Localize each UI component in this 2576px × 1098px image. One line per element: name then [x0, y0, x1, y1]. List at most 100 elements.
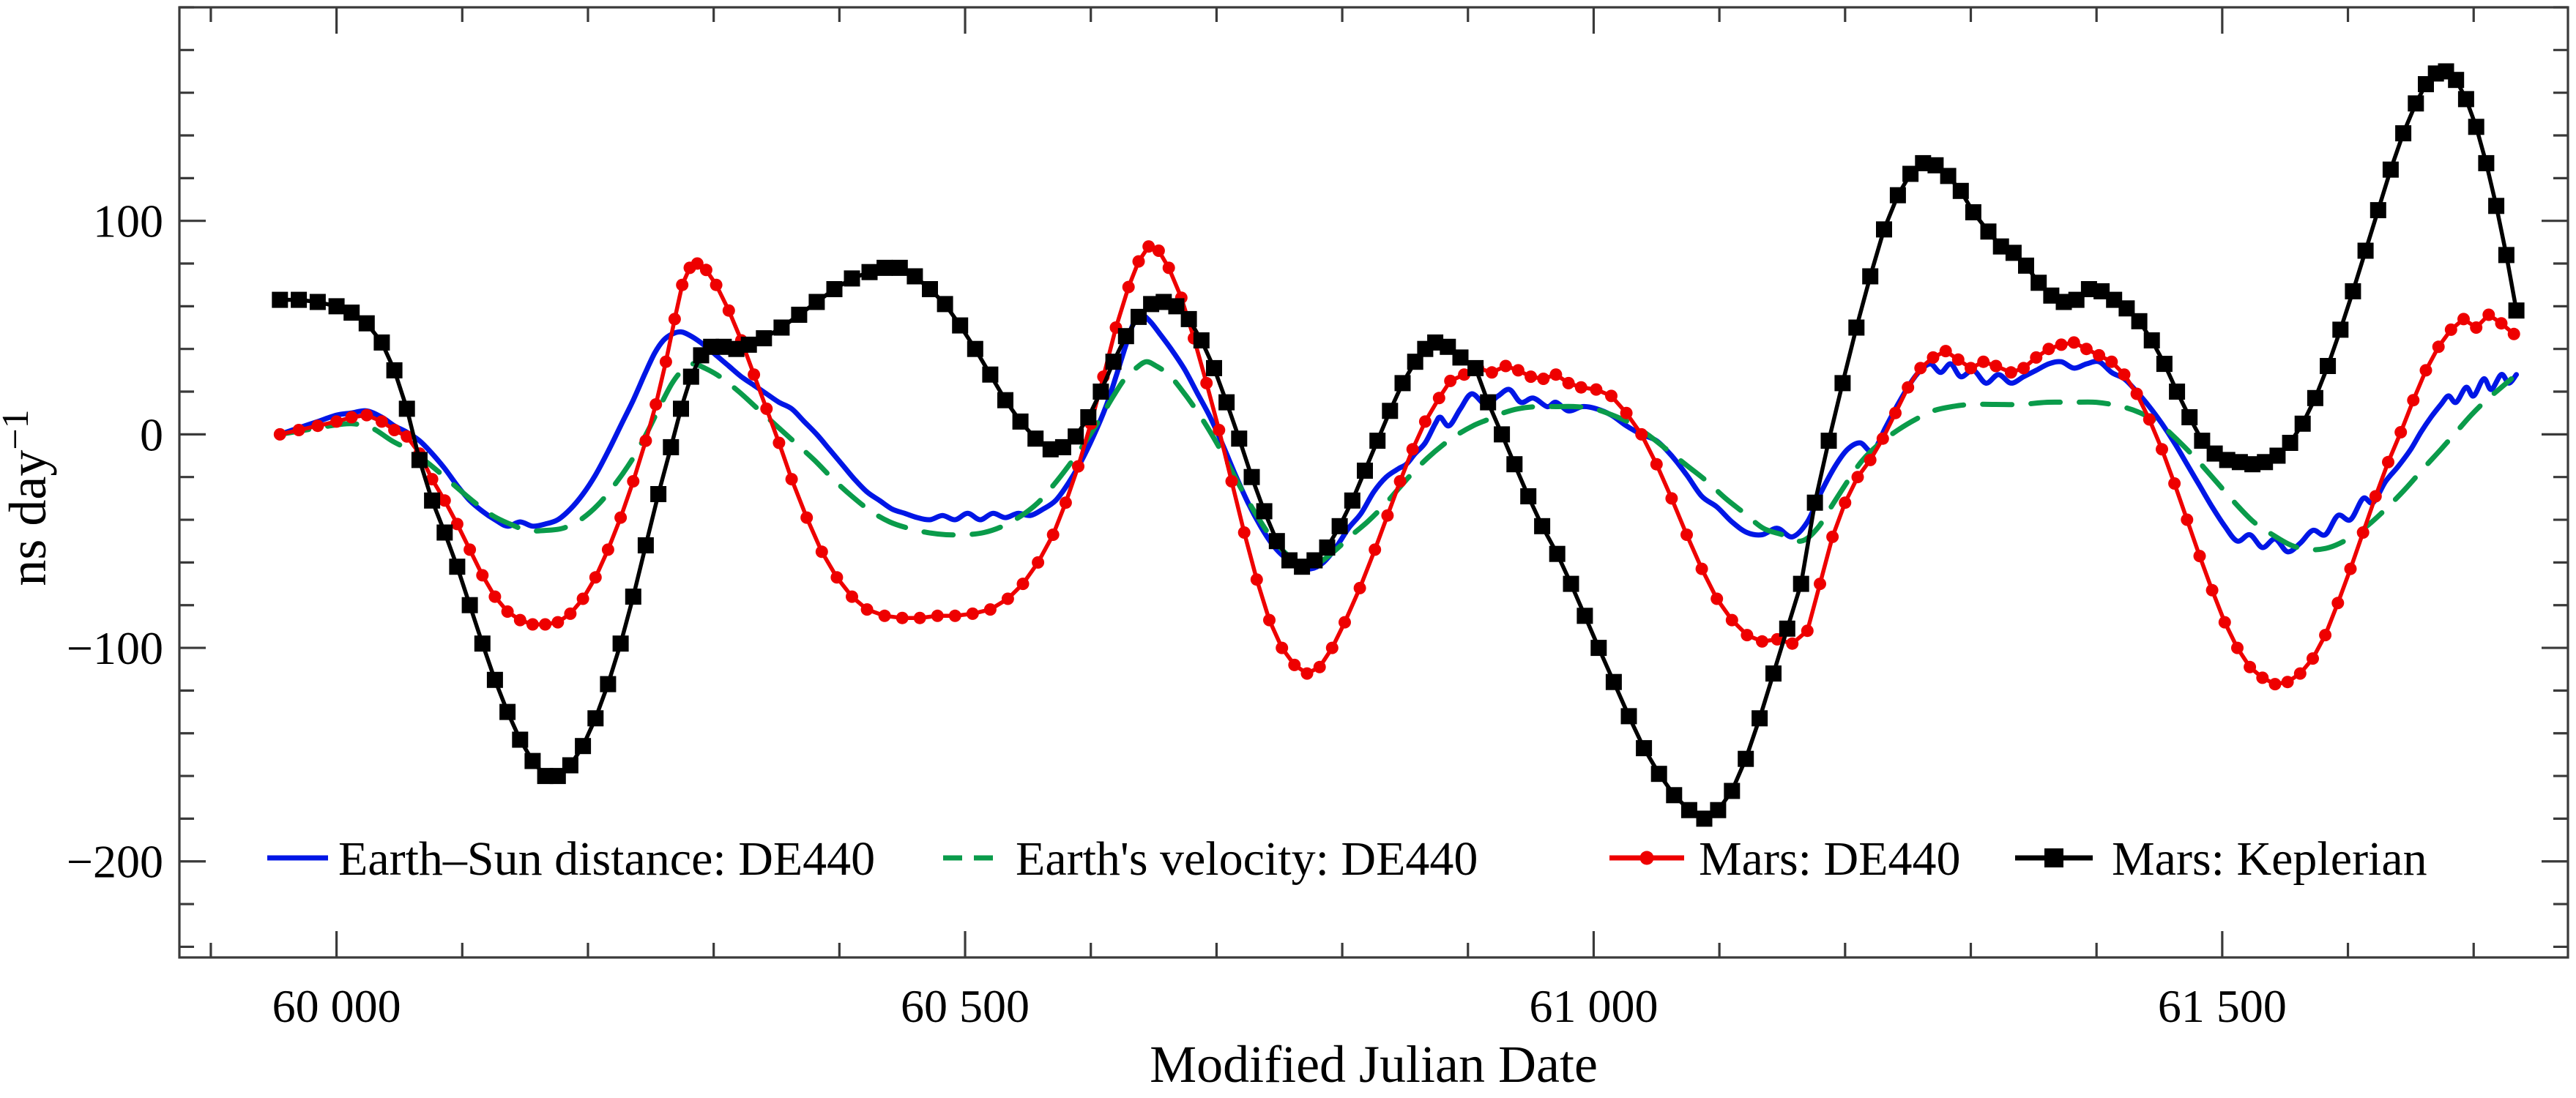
data-point-square — [1452, 349, 1469, 366]
data-point-square — [967, 340, 983, 357]
data-point-dot — [983, 603, 997, 616]
data-point-square — [1636, 740, 1653, 757]
data-point-dot — [830, 571, 844, 584]
legend: Earth–Sun distance: DE440 Earth's velocit… — [267, 832, 2427, 886]
data-point-square — [512, 731, 529, 748]
data-point-dot — [1826, 530, 1839, 543]
data-point-square — [1306, 552, 1323, 569]
data-point-square — [486, 671, 503, 688]
y-tick-label: 100 — [93, 195, 163, 247]
data-point-dot — [710, 278, 723, 291]
axes: 60 000 60 500 61 000 61 500 −200 −100 0 100 — [67, 6, 2569, 1032]
data-point-square — [1344, 492, 1360, 509]
data-point-square — [673, 400, 689, 417]
data-point-square — [1915, 154, 1932, 171]
data-point-square — [1862, 268, 1879, 285]
data-point-square — [740, 336, 757, 353]
data-point-dot — [2093, 348, 2106, 362]
data-point-square — [449, 559, 466, 575]
data-point-dot — [2293, 667, 2307, 680]
data-point-dot — [401, 430, 414, 443]
data-point-square — [1779, 620, 1795, 637]
data-point-square — [612, 635, 629, 652]
data-point-dot — [1016, 578, 1030, 591]
data-point-dot — [1786, 637, 1799, 650]
data-point-dot — [2470, 321, 2483, 334]
data-point-square — [1218, 394, 1235, 411]
data-point-dot — [292, 424, 305, 436]
data-point-square — [982, 366, 999, 383]
data-point-dot — [601, 543, 614, 556]
data-point-square — [1710, 802, 1727, 818]
data-point-square — [2345, 283, 2361, 299]
data-point-dot — [1059, 496, 1072, 509]
data-point-dot — [1741, 629, 1754, 642]
data-point-dot — [659, 355, 672, 368]
data-point-square — [328, 298, 345, 315]
data-point-square — [1012, 413, 1029, 430]
series-layer — [272, 63, 2525, 827]
data-point-dot — [2080, 343, 2093, 356]
data-point-square — [1467, 359, 1484, 376]
data-point-dot — [1381, 509, 1394, 522]
data-point-square — [1180, 310, 1197, 327]
data-point-dot — [1902, 381, 1915, 394]
data-point-dot — [2143, 413, 2156, 426]
data-point-dot — [1620, 406, 1633, 419]
data-point-square — [309, 294, 326, 310]
data-point-dot — [1250, 573, 1263, 586]
data-point-dot — [627, 475, 640, 488]
data-point-dot — [1650, 458, 1663, 471]
plot-frame — [178, 6, 2569, 959]
data-point-square — [1382, 403, 1399, 419]
data-point-square — [2018, 257, 2034, 274]
data-point-dot — [1574, 381, 1587, 394]
data-point-dot — [388, 424, 401, 436]
data-point-square — [1105, 354, 1122, 370]
data-point-dot — [878, 609, 891, 622]
data-point-dot — [1537, 373, 1550, 385]
data-point-dot — [800, 511, 814, 524]
data-point-dot — [2432, 340, 2445, 354]
data-point-square — [411, 452, 428, 468]
data-point-dot — [1864, 453, 1877, 466]
data-point-square — [2257, 454, 2274, 471]
data-point-square — [2055, 294, 2072, 310]
series-mars-de440-line — [278, 244, 2516, 687]
data-point-square — [1068, 428, 1084, 445]
data-point-dot — [1200, 376, 1213, 389]
data-point-square — [715, 338, 732, 355]
data-point-square — [1193, 332, 1210, 348]
data-point-dot — [1839, 496, 1852, 509]
data-point-dot — [1814, 578, 1826, 591]
data-point-square — [2131, 313, 2148, 329]
data-point-dot — [2419, 364, 2432, 377]
data-point-dot — [860, 603, 874, 616]
data-point-square — [2457, 91, 2474, 108]
data-point-square — [1696, 810, 1713, 827]
data-point-square — [1940, 168, 1957, 184]
data-point-square — [1952, 182, 1969, 199]
data-point-dot — [1132, 255, 1145, 268]
data-point-square — [2169, 384, 2186, 400]
data-point-dot — [2105, 355, 2118, 368]
data-point-dot — [1001, 592, 1014, 605]
data-point-dot — [1142, 240, 1155, 253]
data-point-square — [907, 268, 923, 285]
data-point-dot — [1122, 280, 1135, 294]
data-point-square — [2269, 447, 2286, 464]
series-mars-keplerian — [272, 63, 2525, 827]
data-point-square — [1256, 503, 1273, 520]
data-point-dot — [526, 618, 539, 631]
data-point-dot — [2319, 629, 2332, 642]
data-point-dot — [2495, 317, 2508, 330]
data-point-square — [1620, 708, 1637, 725]
data-point-square — [922, 281, 938, 297]
data-point-square — [2156, 356, 2173, 373]
data-point-square — [1549, 545, 1566, 562]
data-point-square — [773, 319, 790, 336]
data-point-dot — [2004, 366, 2017, 379]
series-earth-s-velocity-de440 — [277, 359, 2514, 569]
data-point-square — [2357, 242, 2374, 259]
